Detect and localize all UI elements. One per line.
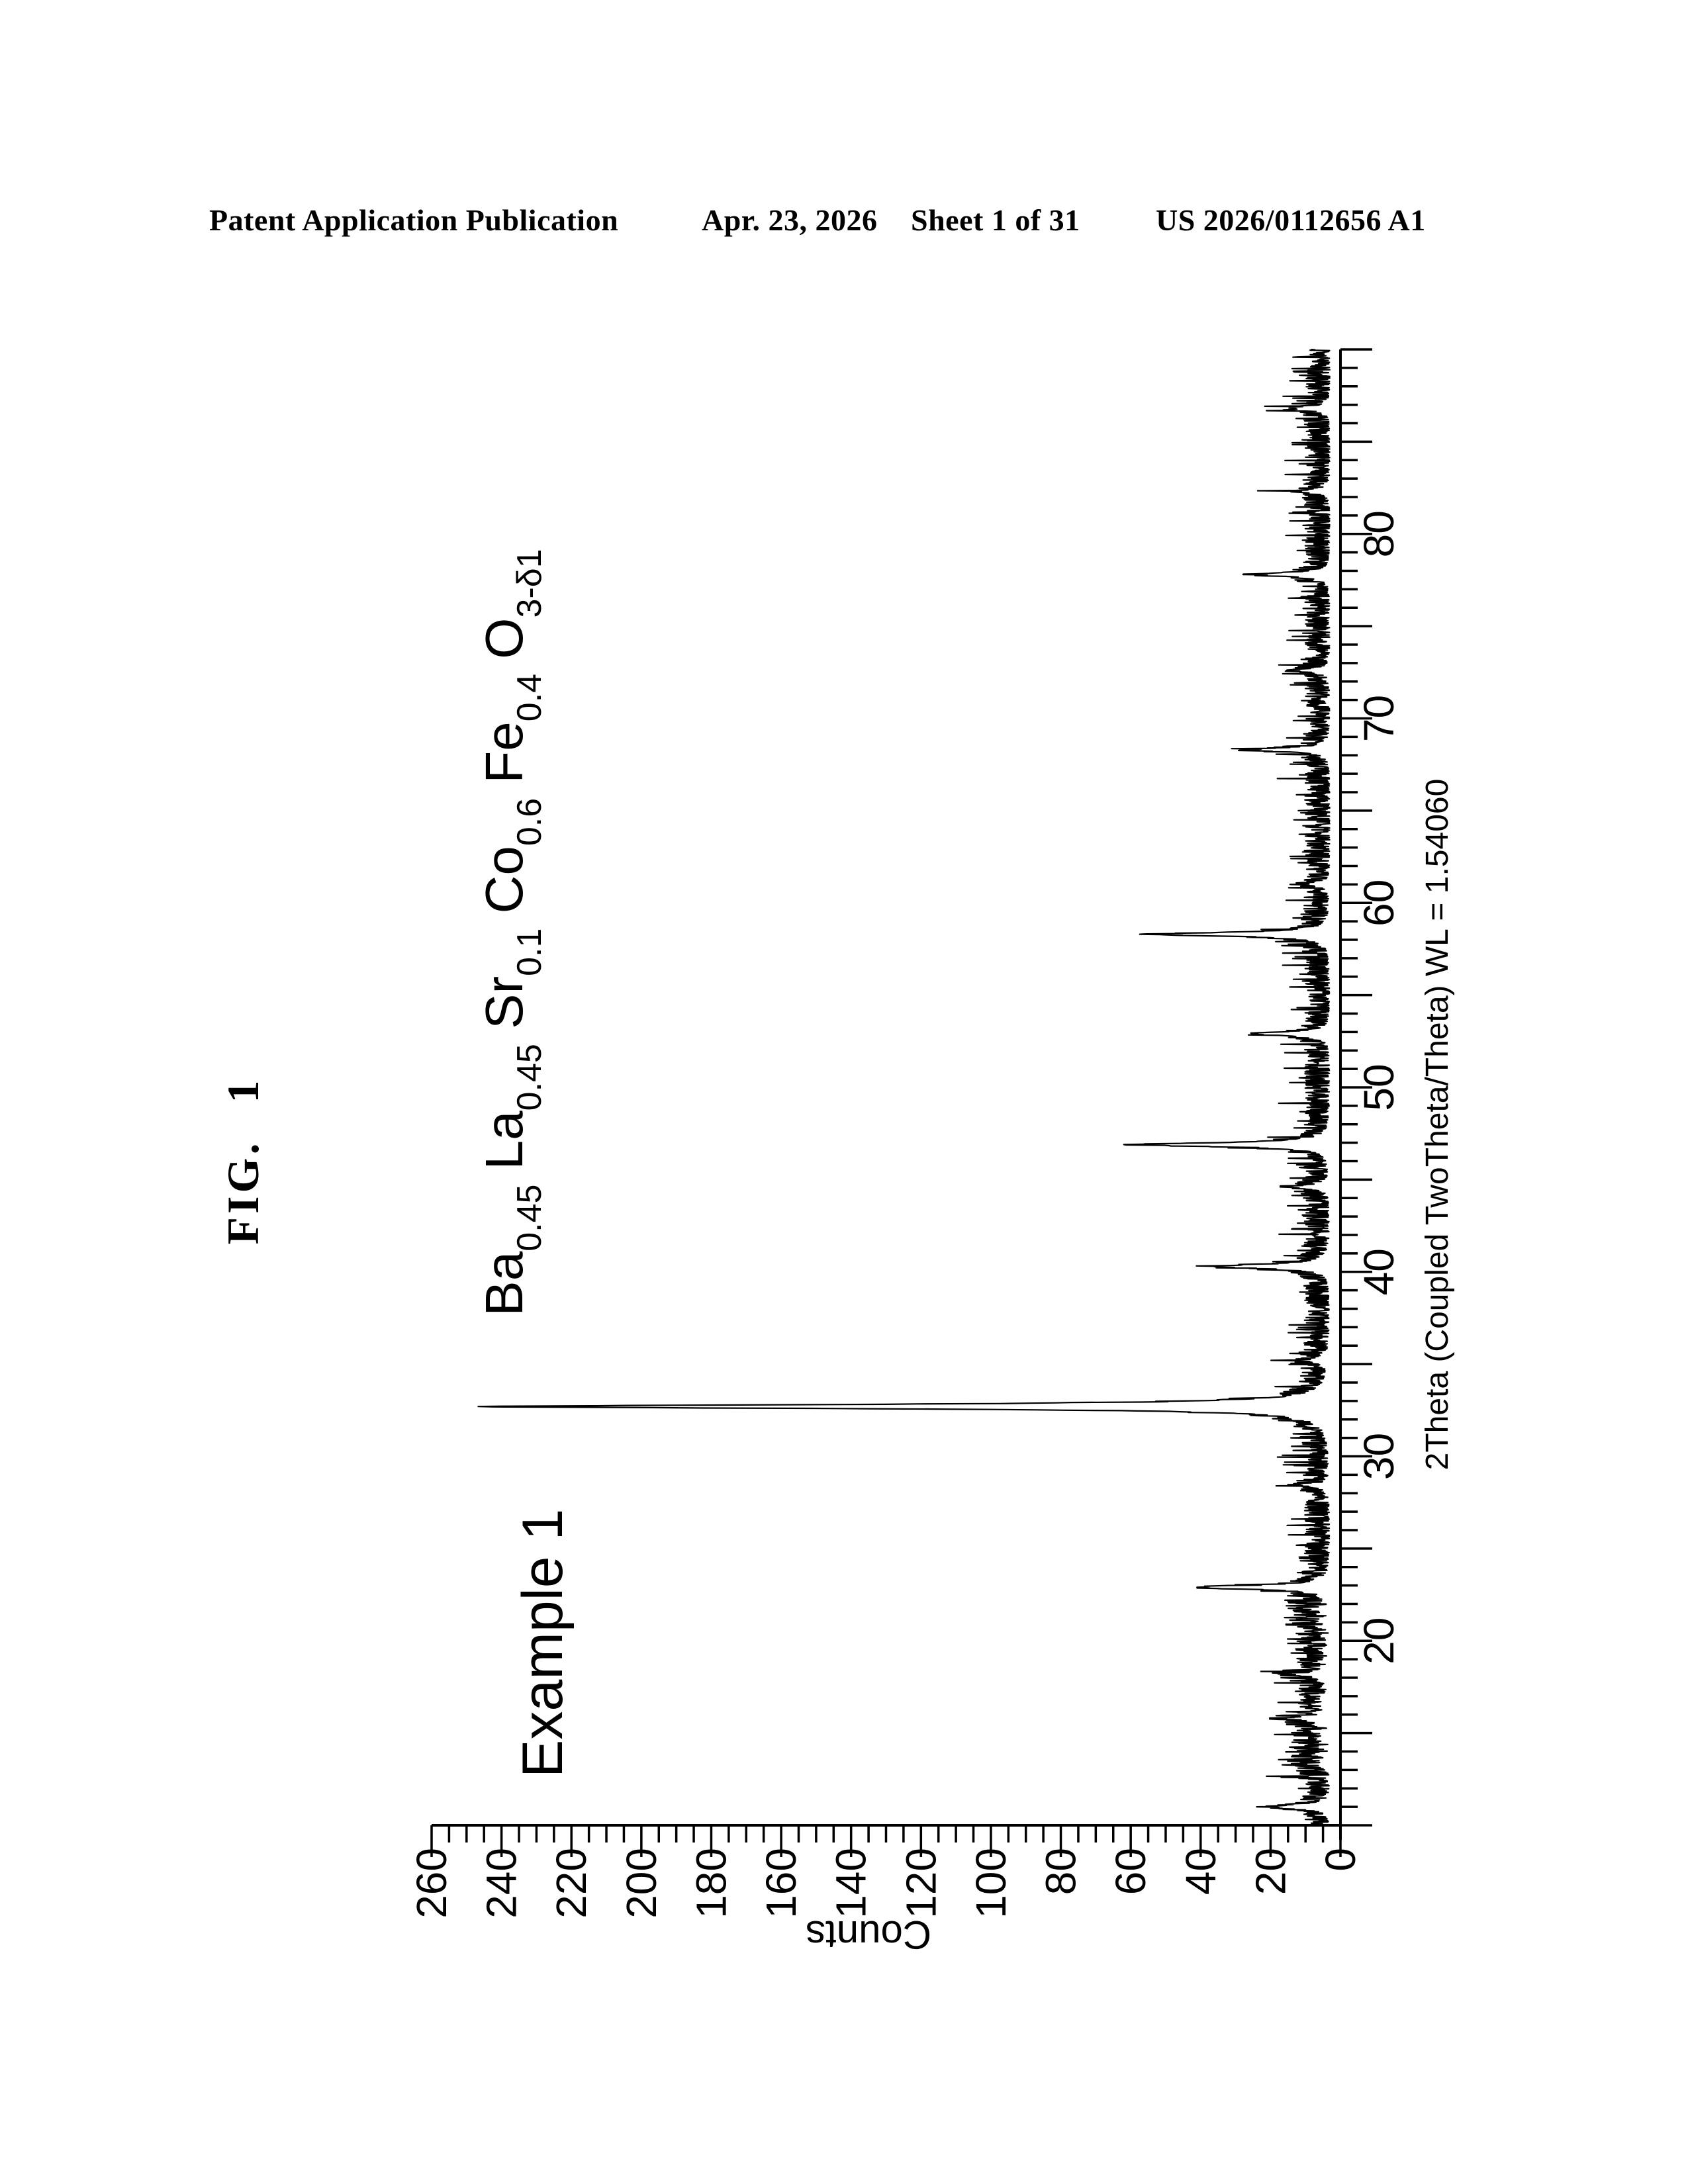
y-tick-label: 240 (478, 1848, 526, 1919)
y-tick-label: 100 (967, 1848, 1015, 1919)
y-tick-label: 120 (897, 1848, 945, 1919)
x-tick-label: 50 (1355, 1064, 1403, 1111)
xrd-chart: 20 30 40 50 60 70 80 0 20 40 60 80 100 120 140 160 180 20… (408, 348, 1455, 1957)
x-tick-label: 60 (1355, 880, 1403, 927)
y-tick-label: 60 (1107, 1848, 1154, 1895)
x-tick-label: 80 (1355, 510, 1403, 557)
x-tick-label: 20 (1355, 1617, 1403, 1664)
header-date: Apr. 23, 2026 (702, 203, 878, 237)
y-tick-label: 200 (618, 1848, 665, 1919)
y-tick-label: 180 (687, 1848, 735, 1919)
xrd-trace (477, 348, 1331, 1827)
header-patent-number: US 2026/0112656 A1 (1156, 203, 1426, 237)
header-sheet: Sheet 1 of 31 (911, 203, 1080, 237)
x-tick-label: 70 (1355, 695, 1403, 742)
y-tick-label: 140 (827, 1848, 875, 1919)
chart-title: Ba0.45 La0.45 Sr0.1 Co0.6 Fe0.4 O3-δ1 (475, 549, 549, 1316)
xrd-figure: 20 30 40 50 60 70 80 0 20 40 60 80 100 120 140 160 180 20… (402, 330, 1494, 1984)
figure-label: FIG. 1 (218, 1077, 268, 1245)
y-tick-label: 220 (547, 1848, 595, 1919)
header-publication: Patent Application Publication (209, 203, 619, 237)
x-axis-title: 2Theta (Coupled TwoTheta/Theta) WL = 1.5… (1420, 779, 1455, 1471)
annotation-example: Example 1 (511, 1509, 575, 1778)
y-tick-label: 80 (1037, 1848, 1085, 1895)
y-tick-label: 40 (1177, 1848, 1225, 1895)
x-tick-label: 30 (1355, 1433, 1403, 1480)
y-tick-label: 160 (757, 1848, 805, 1919)
x-tick-label: 40 (1355, 1248, 1403, 1295)
y-axis-title: Counts (806, 1913, 931, 1957)
y-tick-label: 20 (1246, 1848, 1294, 1895)
y-tick-label: 260 (408, 1848, 455, 1919)
y-tick-label: 0 (1317, 1848, 1364, 1872)
